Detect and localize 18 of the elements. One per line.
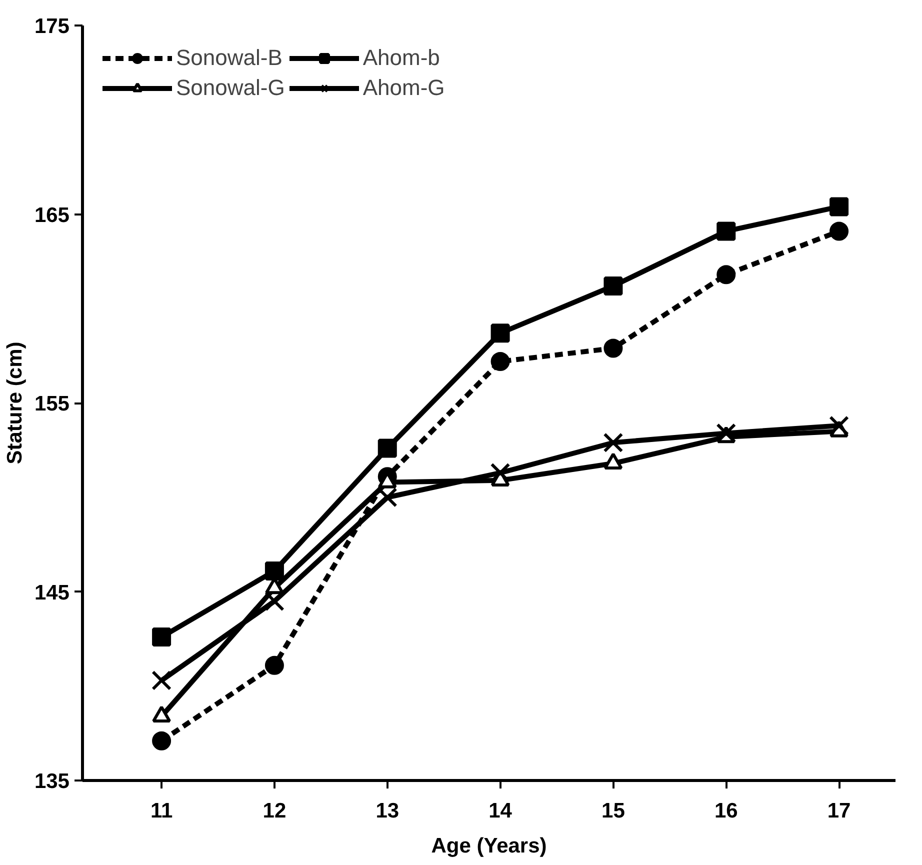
x-tick-label: 13 [376,800,400,822]
y-tick-label: 135 [34,770,70,793]
legend-label: Sonowal-G [176,75,285,101]
legend-label: Sonowal-B [176,45,282,71]
legend-label: Ahom-G [362,75,445,101]
x-tick-label: 17 [827,800,851,822]
x-axis-title: Age (Years) [431,834,547,858]
y-axis-title: Stature (cm) [3,342,26,464]
y-tick-label: 155 [34,392,70,416]
x-tick-label: 15 [602,800,626,822]
legend-label: Ahom-b [362,45,440,71]
y-tick-label: 175 [34,15,70,38]
x-tick-label: 12 [262,800,286,822]
x-tick-label: 11 [150,800,173,822]
y-tick-label: 145 [34,581,70,604]
x-tick-label: 16 [714,800,738,822]
x-tick-label: 14 [488,800,512,822]
y-tick-label: 165 [34,204,70,227]
